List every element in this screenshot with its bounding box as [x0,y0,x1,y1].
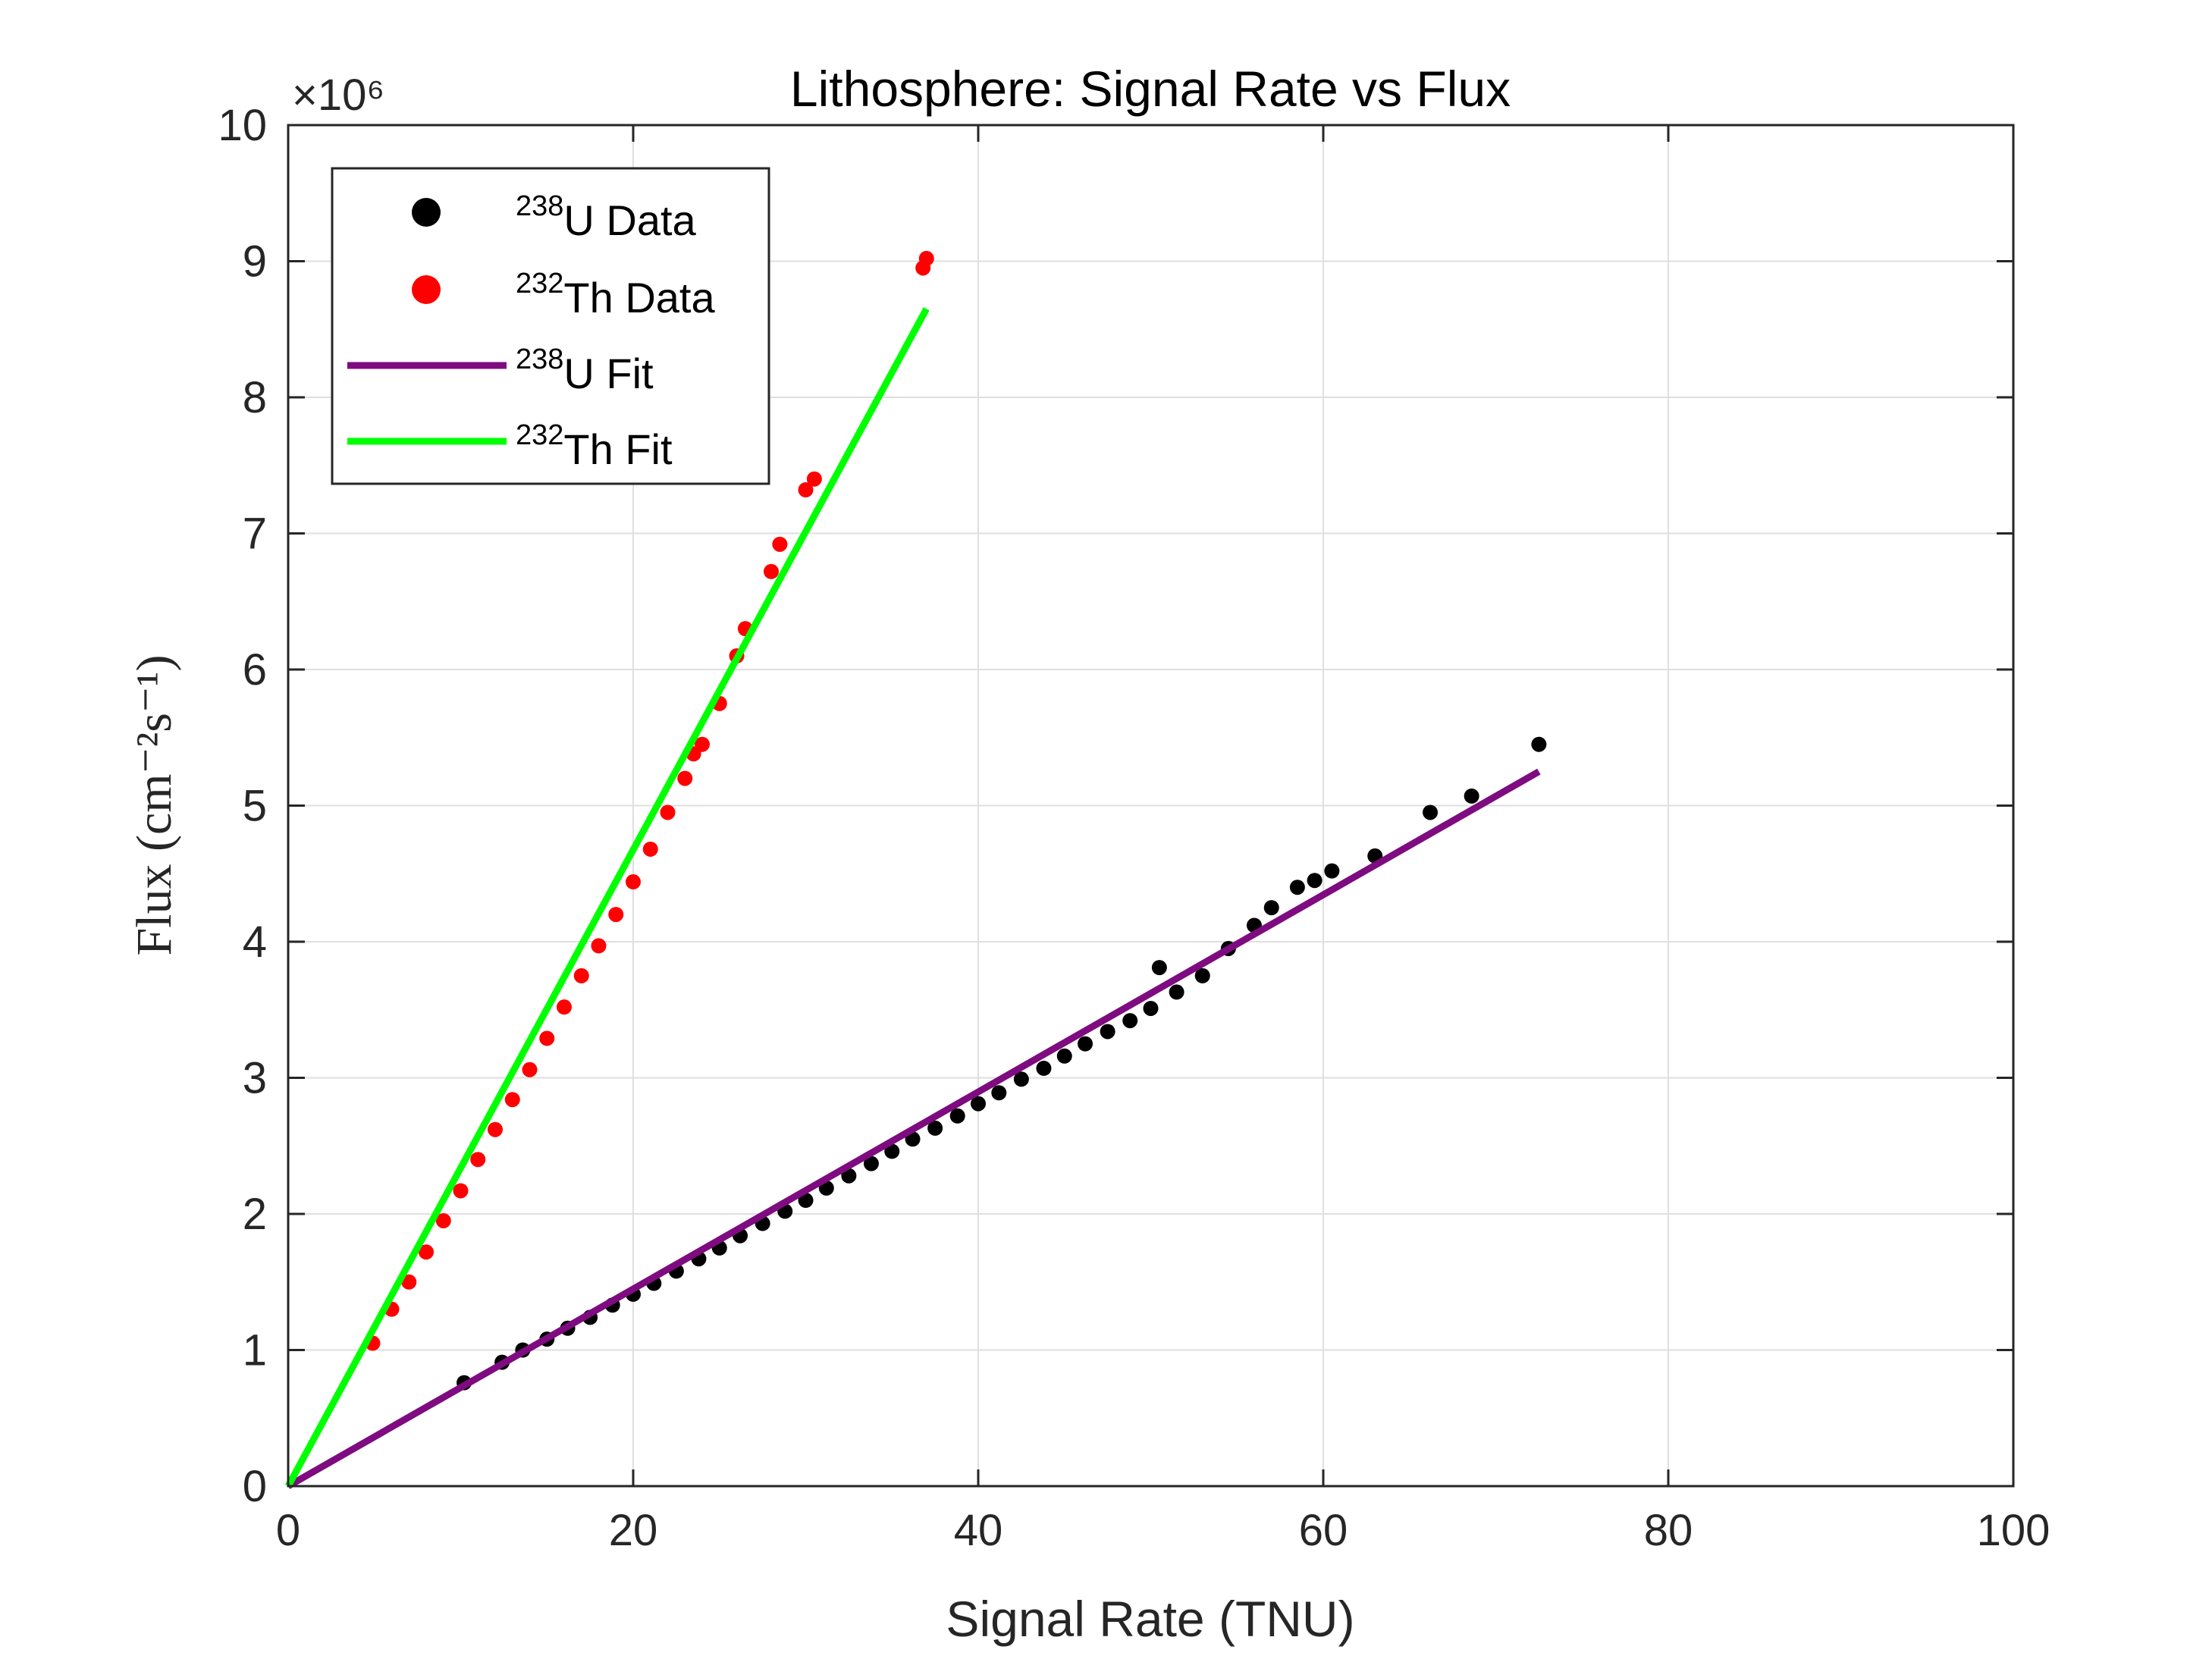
y-tick-label: 6 [243,645,267,695]
data-point [435,1212,451,1228]
legend-box [331,167,770,485]
x-tick-label: 100 [1977,1506,2050,1555]
data-point [557,999,572,1015]
x-tick-label: 0 [276,1506,300,1555]
data-point [1307,873,1322,889]
fit-line [285,307,930,1488]
data-point [453,1183,469,1199]
legend-entry-th-fit: 232Th Fit [347,419,673,473]
data-point [1324,863,1340,879]
ticks: 0 20 40 60 80 100 0 1 2 3 4 5 6 7 8 9 10 [218,101,2050,1555]
data-point [1013,1071,1029,1087]
data-point [1263,900,1279,916]
y-tick-label: 8 [243,373,267,422]
data-point [884,1143,900,1159]
data-point [1122,1013,1138,1029]
data-point [1194,967,1210,983]
data-point [1036,1060,1052,1076]
legend-entry-th-data: 232Th Data [412,268,715,321]
data-point [1423,804,1439,820]
y-tick-label: 3 [243,1054,267,1103]
legend-entry-u-data: 238U Data [412,190,697,244]
y-tick-label: 2 [243,1190,267,1239]
x-tick-label: 40 [954,1506,1003,1555]
data-point [991,1085,1007,1101]
data-point [660,804,676,820]
legend-label-th-fit: 232Th Fit [516,419,673,473]
data-point [626,874,641,890]
data-point [522,1062,538,1077]
data-point [470,1152,486,1168]
data-point [971,1096,986,1112]
data-point [642,841,658,857]
series-2 [286,768,1541,1489]
y-tick-label: 1 [243,1326,267,1375]
x-axis-label: Signal Rate (TNU) [946,1591,1354,1647]
y-tick-label: 5 [243,782,267,831]
data-point [488,1121,503,1137]
data-point [949,1108,965,1124]
fit-line [286,768,1541,1489]
y-tick-label: 0 [243,1462,267,1511]
legend-label-u-data: 238U Data [516,190,697,244]
data-point [608,907,624,923]
y-axis-multiplier: ×10⁶ [292,71,384,120]
data-point [1143,1000,1159,1016]
data-point [927,1120,943,1136]
data-point [591,938,607,954]
data-point [573,967,589,983]
data-point [1289,880,1305,895]
data-point [764,563,779,579]
data-point [918,250,934,266]
data-point [695,736,710,752]
legend-marker-th-data [412,275,441,304]
data-point [1151,960,1167,976]
data-point [1056,1048,1072,1064]
series-layer [285,250,1547,1489]
data-point [1078,1036,1093,1052]
x-tick-label: 60 [1299,1506,1348,1555]
y-tick-label: 10 [218,101,267,150]
series-3 [285,307,930,1488]
data-point [401,1274,417,1290]
data-point [419,1244,434,1260]
y-axis-label: Flux (cm⁻²s⁻¹) [127,654,182,955]
data-point [677,770,693,786]
data-point [841,1168,857,1184]
data-point [1169,984,1184,1000]
data-point [1531,736,1547,752]
data-point [772,536,788,552]
data-point [798,482,814,498]
data-point [1464,788,1479,804]
data-point [504,1092,520,1108]
data-point [1100,1024,1115,1040]
y-tick-label: 4 [243,917,267,967]
data-point [806,471,822,487]
data-point [539,1030,555,1046]
legend-marker-u-data [412,198,441,227]
y-tick-label: 9 [243,237,267,287]
legend-label-th-data: 232Th Data [516,268,715,321]
x-tick-label: 80 [1644,1506,1693,1555]
legend-label-u-fit: 238U Fit [516,343,654,397]
legend: 238U Data 232Th Data 238U Fit 232Th Fit [331,167,770,485]
y-tick-label: 7 [243,510,267,559]
x-tick-label: 20 [609,1506,658,1555]
data-point [863,1156,879,1171]
chart-title: Lithosphere: Signal Rate vs Flux [790,61,1511,117]
legend-entry-u-fit: 238U Fit [347,343,654,397]
